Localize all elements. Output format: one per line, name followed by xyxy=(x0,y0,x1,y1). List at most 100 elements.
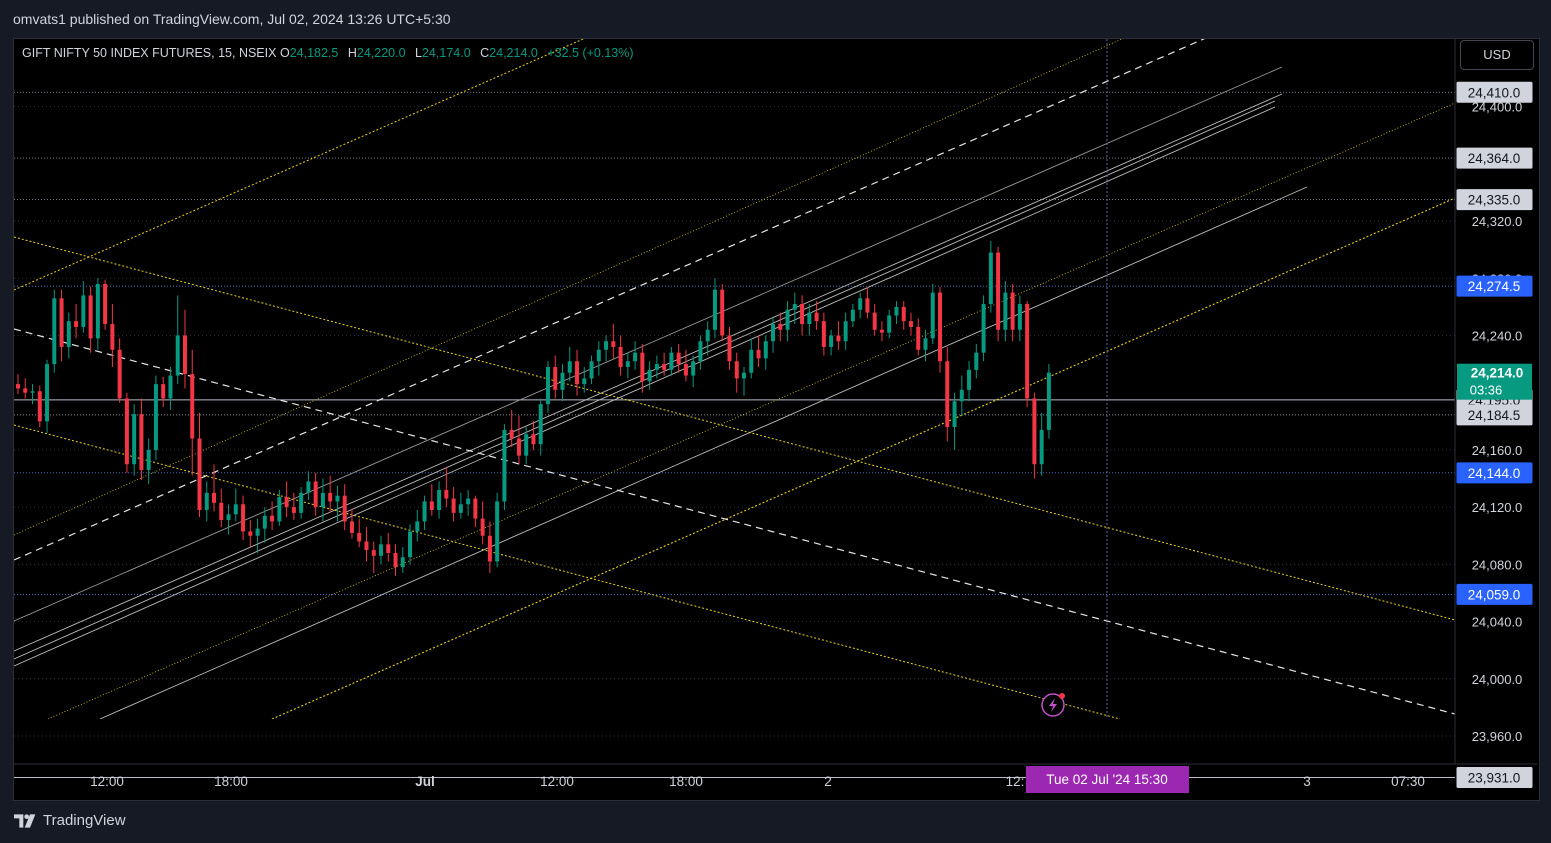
candle-body xyxy=(553,366,558,390)
candle-body xyxy=(974,352,979,370)
candle-body xyxy=(683,364,688,376)
candle-body xyxy=(182,335,187,375)
candle-body xyxy=(524,434,529,456)
candle-body xyxy=(153,384,158,450)
price-badge xyxy=(1456,583,1533,605)
candle-body xyxy=(480,518,485,536)
currency-button[interactable]: USD xyxy=(1460,40,1534,70)
candle-body xyxy=(299,492,304,513)
candle-body xyxy=(364,541,369,551)
y-tick-label: 24,400.0 xyxy=(1472,100,1523,115)
candle-body xyxy=(458,504,463,513)
last-price-label: 24,214.0 xyxy=(1471,366,1524,381)
price-badge xyxy=(1456,147,1533,169)
candle-body xyxy=(241,504,246,532)
price-badge-label: 24,410.0 xyxy=(1468,85,1521,100)
y-tick-label: 24,240.0 xyxy=(1472,328,1523,343)
legend-low-value: 24,174.0 xyxy=(421,46,471,60)
candle-body xyxy=(393,552,398,568)
x-tick-label: Jul xyxy=(415,774,435,789)
candle-body xyxy=(74,321,79,327)
channel-line xyxy=(14,100,1276,660)
candle-body xyxy=(146,449,151,470)
candle-body xyxy=(262,515,267,529)
channel-line xyxy=(14,66,1283,622)
candle-body xyxy=(923,338,928,350)
candle-body xyxy=(190,374,195,439)
legend-low-label: L xyxy=(415,46,422,60)
candle-body xyxy=(124,398,129,465)
crosshair-time-text: Tue 02 Jul '24 15:30 xyxy=(1046,772,1167,787)
trendline-yellow xyxy=(14,424,1121,719)
candle-body xyxy=(959,389,964,402)
channel-line xyxy=(14,106,1276,667)
price-badge xyxy=(1456,462,1533,484)
candle-body xyxy=(357,532,362,542)
candle-body xyxy=(175,335,180,376)
candle-body xyxy=(705,329,710,342)
candle-body xyxy=(291,507,296,513)
candle-body xyxy=(654,364,659,370)
candle-body xyxy=(887,315,892,333)
tradingview-brand[interactable]: TradingView xyxy=(14,812,126,829)
candle-body xyxy=(473,498,478,519)
candle-body xyxy=(800,304,805,325)
candle-body xyxy=(647,369,652,382)
candles xyxy=(16,241,1051,576)
price-badge xyxy=(1456,404,1533,426)
top-bar: omvats1 published on TradingView.com, Ju… xyxy=(0,0,1551,38)
time-axis[interactable]: 12:00 18:00 Jul 12:00 18:00 2 12: 3 07:30 xyxy=(90,774,1425,789)
x-tick-label: 07:30 xyxy=(1391,774,1425,789)
candle-body xyxy=(691,361,696,376)
candle-body xyxy=(792,304,797,310)
publish-line: omvats1 published on TradingView.com, Ju… xyxy=(13,11,451,27)
price-badge-label: 24,335.0 xyxy=(1468,193,1521,208)
candle-body xyxy=(408,531,413,558)
candle-body xyxy=(161,384,166,399)
candle-body xyxy=(531,434,536,445)
candle-body xyxy=(720,289,725,336)
candle-body xyxy=(422,501,427,522)
candle-body xyxy=(516,438,521,456)
candle-body xyxy=(132,414,137,465)
candle-body xyxy=(843,321,848,342)
candle-body xyxy=(712,289,717,330)
chart-frame[interactable] xyxy=(13,38,1540,801)
y-tick-label: 24,320.0 xyxy=(1472,214,1523,229)
candle-body xyxy=(197,438,202,511)
candle-body xyxy=(618,346,623,367)
candle-body xyxy=(226,514,231,521)
candle-body xyxy=(37,391,42,422)
candle-body xyxy=(865,298,870,313)
lightning-icon[interactable] xyxy=(1041,693,1065,717)
candle-body xyxy=(52,298,57,365)
brand-name: TradingView xyxy=(43,812,126,829)
candle-body xyxy=(204,492,209,511)
candle-body xyxy=(88,295,93,339)
price-badge-label: 23,931.0 xyxy=(1468,771,1521,786)
candle-body xyxy=(908,321,913,327)
candle-body xyxy=(945,361,950,428)
candle-body xyxy=(313,481,318,508)
candle-body xyxy=(342,495,347,522)
candle-body xyxy=(415,521,420,532)
trendlines xyxy=(14,39,1455,719)
candle-body xyxy=(1003,292,1008,330)
candle-body xyxy=(103,283,108,325)
candle-body xyxy=(495,501,500,562)
countdown-label: 03:36 xyxy=(1470,383,1503,398)
candle-body xyxy=(1010,292,1015,330)
candle-body xyxy=(930,292,935,339)
trendline-yellow xyxy=(14,236,1455,621)
price-levels xyxy=(14,91,1455,779)
candle-body xyxy=(988,252,993,305)
candle-body xyxy=(625,361,630,367)
candle-body xyxy=(763,341,768,359)
price-badge-label: 24,184.5 xyxy=(1468,408,1521,423)
candle-body xyxy=(1017,304,1022,330)
candle-body xyxy=(538,404,543,445)
candle-body xyxy=(821,321,826,347)
candle-body xyxy=(248,531,253,536)
candle-body xyxy=(117,349,122,399)
